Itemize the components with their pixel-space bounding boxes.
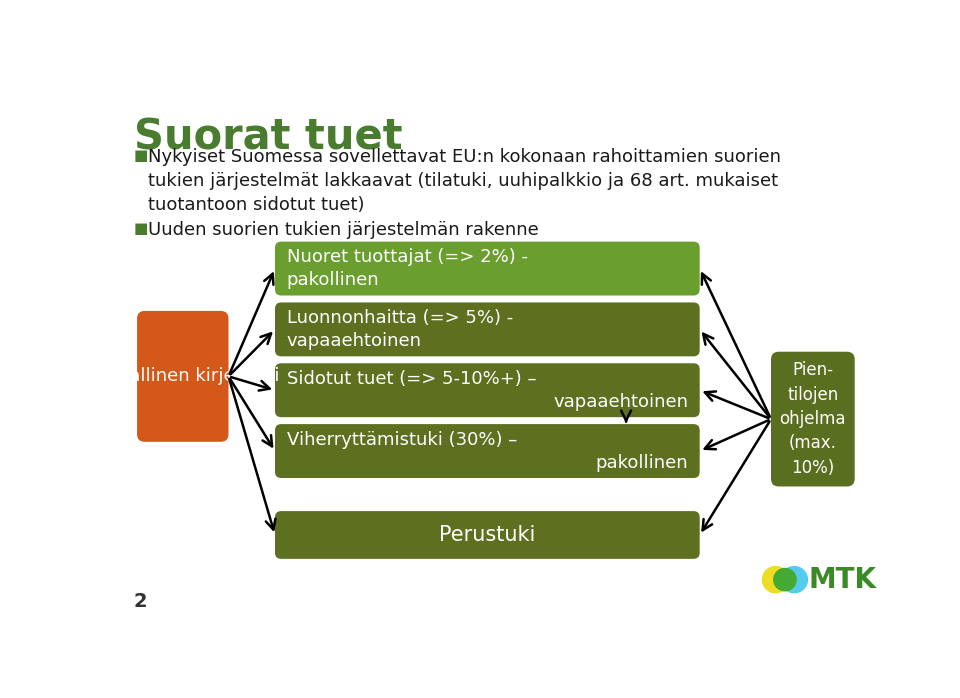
Text: Pien-
tilojen
ohjelma
(max.
10%): Pien- tilojen ohjelma (max. 10%) [780,362,846,477]
Text: Perustuki: Perustuki [439,525,536,545]
FancyBboxPatch shape [275,242,700,295]
FancyBboxPatch shape [275,302,700,357]
Text: Viherryttämistuki (30%) –: Viherryttämistuki (30%) – [287,431,516,450]
Circle shape [774,568,796,591]
FancyBboxPatch shape [275,511,700,559]
FancyBboxPatch shape [137,311,228,442]
Text: pakollinen: pakollinen [595,454,688,472]
Text: Luonnonhaitta (=> 5%) -
vapaaehtoinen: Luonnonhaitta (=> 5%) - vapaaehtoinen [287,309,513,350]
Circle shape [781,567,807,593]
Text: Kansallinen kirjekuori: Kansallinen kirjekuori [86,367,279,385]
Text: Nuoret tuottajat (=> 2%) -
pakollinen: Nuoret tuottajat (=> 2%) - pakollinen [287,248,528,290]
Text: Nykyiset Suomessa sovellettavat EU:n kokonaan rahoittamien suorien
tukien järjes: Nykyiset Suomessa sovellettavat EU:n kok… [148,148,780,214]
Circle shape [762,567,789,593]
FancyBboxPatch shape [275,424,700,478]
FancyBboxPatch shape [275,363,700,417]
Text: ■: ■ [134,221,149,236]
Text: 2: 2 [134,592,148,611]
Text: Suorat tuet: Suorat tuet [134,116,402,158]
Text: ■: ■ [134,148,149,163]
Text: Sidotut tuet (=> 5-10%+) –: Sidotut tuet (=> 5-10%+) – [287,371,536,389]
Text: vapaaehtoinen: vapaaehtoinen [553,393,688,411]
Text: MTK: MTK [808,565,876,593]
Text: Uuden suorien tukien järjestelmän rakenne: Uuden suorien tukien järjestelmän rakenn… [148,221,539,239]
FancyBboxPatch shape [771,352,854,487]
